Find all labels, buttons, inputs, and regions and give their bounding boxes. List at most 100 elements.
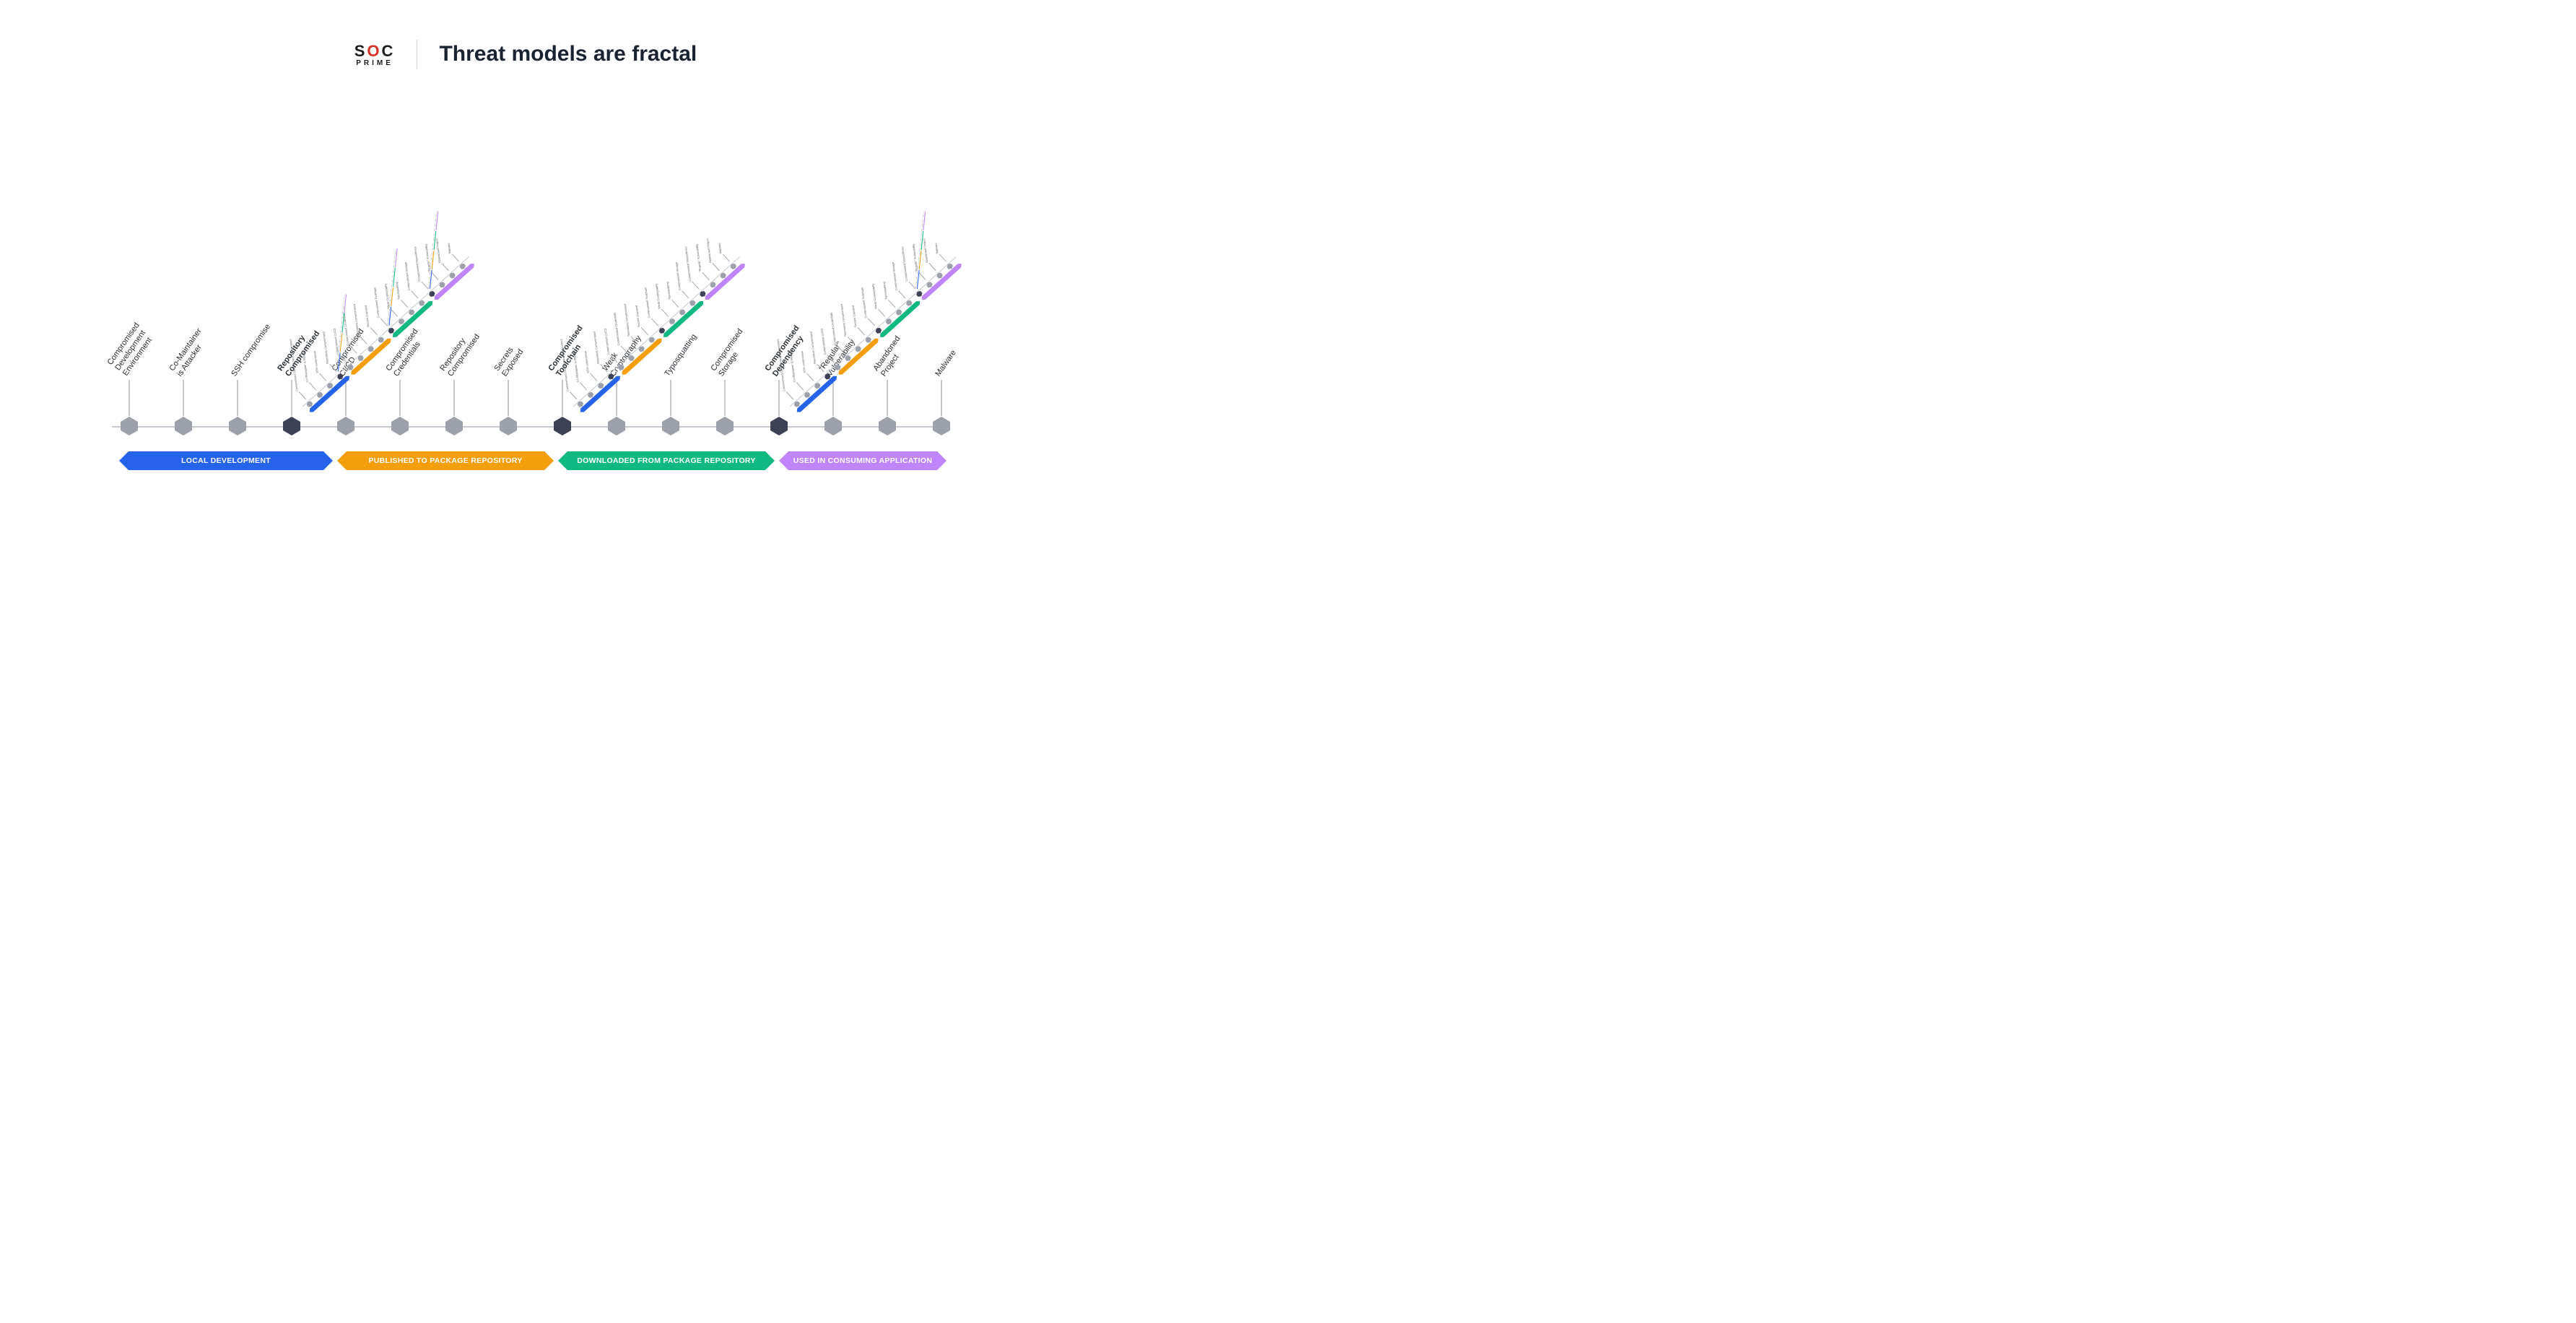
mini-label: Weak Cryptography (871, 283, 877, 309)
mini-stem (722, 254, 729, 262)
mini-label: "Regular" Vulnerability (695, 243, 702, 272)
mini-stem (796, 383, 803, 391)
mini-label: SSH compromise (799, 350, 806, 373)
mini-label: Repository Compromised (592, 331, 599, 364)
timeline-node: CompromisedToolchain (552, 416, 573, 436)
mini-stem (569, 391, 576, 399)
hexagon-icon (715, 416, 735, 436)
node-stem (400, 380, 401, 416)
node-stem (129, 380, 130, 416)
mini-label: Compromised Storage (674, 261, 681, 290)
node-stem (941, 380, 942, 416)
mini-label: Repository Compromised (809, 331, 816, 364)
mini-stem (579, 383, 586, 391)
node-label: Typosquatting (663, 332, 699, 378)
mini-stem (867, 318, 874, 326)
phase-pill: LOCAL DEVELOPMENT (119, 451, 333, 470)
mini-label: SSH compromise (583, 350, 589, 373)
logo-accent: O (367, 42, 381, 60)
mini-label: Secrets Exposed (850, 305, 857, 328)
hexagon-icon (444, 416, 464, 436)
node-stem (346, 380, 347, 416)
node-label: CompromisedStorage (709, 327, 753, 378)
mini-stem (898, 290, 905, 298)
mini-stem (939, 254, 946, 262)
timeline-node: SSH compromise (227, 416, 248, 436)
node-stem (454, 380, 455, 416)
mini-label: Malware (446, 243, 451, 254)
timeline-node: Malware (931, 416, 952, 436)
timeline-node: CompromisedDevelopmentEnvironment (119, 416, 139, 436)
hexagon-icon (173, 416, 193, 436)
timeline-node: SecretsExposed (498, 416, 518, 436)
node-stem (887, 380, 888, 416)
mini-label: Abandoned Project (434, 238, 440, 263)
node-label: SSH compromise (230, 322, 273, 378)
mini-stem (702, 272, 709, 280)
mini-label: Repository Compromised (622, 304, 630, 337)
mini-stem (431, 272, 438, 280)
logo-suffix: C (382, 42, 396, 60)
mini-label: Compromised Dependency (900, 246, 908, 282)
phase-row: LOCAL DEVELOPMENTPUBLISHED TO PACKAGE RE… (119, 451, 947, 470)
mini-label: Compromised Toolchain (860, 287, 867, 318)
node-label: RepositoryCompromised (438, 327, 482, 378)
phase-pill: PUBLISHED TO PACKAGE REPOSITORY (337, 451, 554, 470)
mini-label: Abandoned Project (705, 238, 711, 263)
mini-stem (298, 391, 305, 399)
mini-label: Compromised Storage (403, 261, 410, 290)
mini-label: Compromised Dependency (412, 246, 420, 282)
mini-label: Typosquatting (394, 282, 400, 300)
node-label: CompromisedDevelopmentEnvironment (106, 321, 158, 378)
node-stem (508, 380, 509, 416)
hexagon-icon (823, 416, 843, 436)
timeline-node: RepositoryCompromised (282, 416, 302, 436)
mini-stem (411, 290, 418, 298)
timeline-node: AbandonedProject (877, 416, 897, 436)
mini-label: Compromised CI/CD (819, 328, 826, 355)
mini-label: Compromised Credentials (612, 312, 620, 346)
timeline-node: CompromisedCredentials (390, 416, 410, 436)
hexagon-icon (877, 416, 897, 436)
hexagon-icon (498, 416, 518, 436)
logo: SOC PRIME (354, 42, 396, 67)
mini-stem (661, 309, 668, 317)
mini-stem (380, 318, 387, 326)
mini-label: Compromised Credentials (829, 312, 837, 346)
timeline-node: CompromisedCI/CD (336, 416, 356, 436)
timeline-node: "Regular"Vulnerability (823, 416, 843, 436)
mini-stem (589, 373, 596, 381)
mini-label: Weak Cryptography (654, 283, 661, 309)
mini-label: Compromised Toolchain (373, 287, 380, 318)
hexagon-icon (227, 416, 248, 436)
hexagon-icon (282, 416, 302, 436)
mini-stem (887, 300, 895, 308)
hexagon-icon (390, 416, 410, 436)
node-label: SecretsExposed (492, 342, 526, 378)
hexagon-icon (769, 416, 789, 436)
mini-label: Typosquatting (882, 282, 887, 300)
hexagon-icon (606, 416, 627, 436)
mini-label: Malware (717, 243, 722, 254)
node-label: Co-Maintaineris Attacker (167, 326, 212, 378)
mini-stem (370, 327, 377, 335)
mini-stem (318, 373, 326, 381)
mini-label: SSH compromise (312, 350, 318, 373)
mini-stem (786, 391, 793, 399)
mini-stem (650, 318, 658, 326)
mini-stem (712, 263, 719, 271)
mini-stem (640, 327, 648, 335)
mini-label: Compromised Toolchain (643, 287, 650, 318)
mini-stem (421, 282, 428, 290)
timeline-node: Typosquatting (661, 416, 681, 436)
mini-label: Secrets Exposed (363, 305, 370, 328)
mini-label: Compromised Dependency (683, 246, 691, 282)
timeline-node: CompromisedStorage (715, 416, 735, 436)
logo-prefix: S (354, 42, 367, 60)
mini-stem (908, 282, 915, 290)
hexagon-icon (336, 416, 356, 436)
mini-label: Secrets Exposed (634, 305, 640, 328)
page-title: Threat models are fractal (439, 42, 697, 66)
mini-stem (400, 300, 407, 308)
node-stem (562, 380, 563, 416)
